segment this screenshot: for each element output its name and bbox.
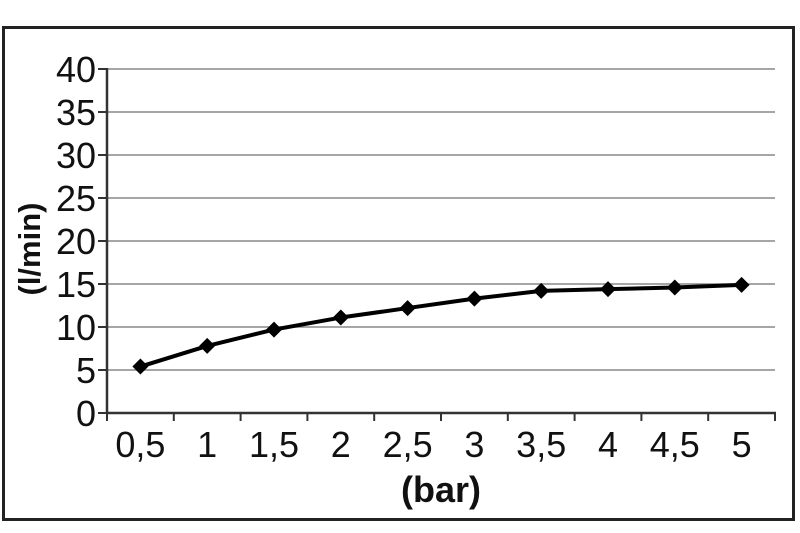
x-tick-label: 4 xyxy=(598,424,618,465)
data-point-marker xyxy=(600,281,616,298)
y-tick-label: 40 xyxy=(56,49,96,90)
x-tick-label: 0,5 xyxy=(115,424,165,465)
data-point-marker xyxy=(733,276,750,293)
data-point-marker xyxy=(332,309,349,326)
x-tick-label: 2 xyxy=(331,424,351,465)
x-axis-title: (bar) xyxy=(401,469,481,510)
y-tick-label: 0 xyxy=(76,393,96,434)
chart-frame xyxy=(2,26,795,521)
data-point-marker xyxy=(199,337,216,354)
x-tick-label: 1 xyxy=(197,424,217,465)
y-tick-label: 15 xyxy=(56,264,96,305)
x-tick-label: 2,5 xyxy=(383,424,433,465)
flow-curve-line xyxy=(138,282,744,369)
x-tick-label: 1,5 xyxy=(249,424,299,465)
data-point-marker xyxy=(132,358,149,375)
x-tick-label: 4,5 xyxy=(650,424,700,465)
y-tick-label: 30 xyxy=(56,135,96,176)
y-tick-label: 10 xyxy=(56,307,96,348)
data-point-marker xyxy=(266,321,282,338)
y-tick-label: 25 xyxy=(56,178,96,219)
y-axis-title: (l/min) xyxy=(12,202,47,296)
x-tick-label: 5 xyxy=(732,424,752,465)
y-tick-label: 5 xyxy=(76,350,96,391)
data-point-marker xyxy=(466,290,483,307)
x-tick-label: 3,5 xyxy=(516,424,566,465)
x-tick-label: 3 xyxy=(464,424,484,465)
data-point-marker xyxy=(666,279,683,296)
y-tick-label: 20 xyxy=(56,221,96,262)
y-tick-label: 35 xyxy=(56,92,96,133)
data-point-marker xyxy=(399,300,416,317)
data-point-marker xyxy=(533,282,550,299)
